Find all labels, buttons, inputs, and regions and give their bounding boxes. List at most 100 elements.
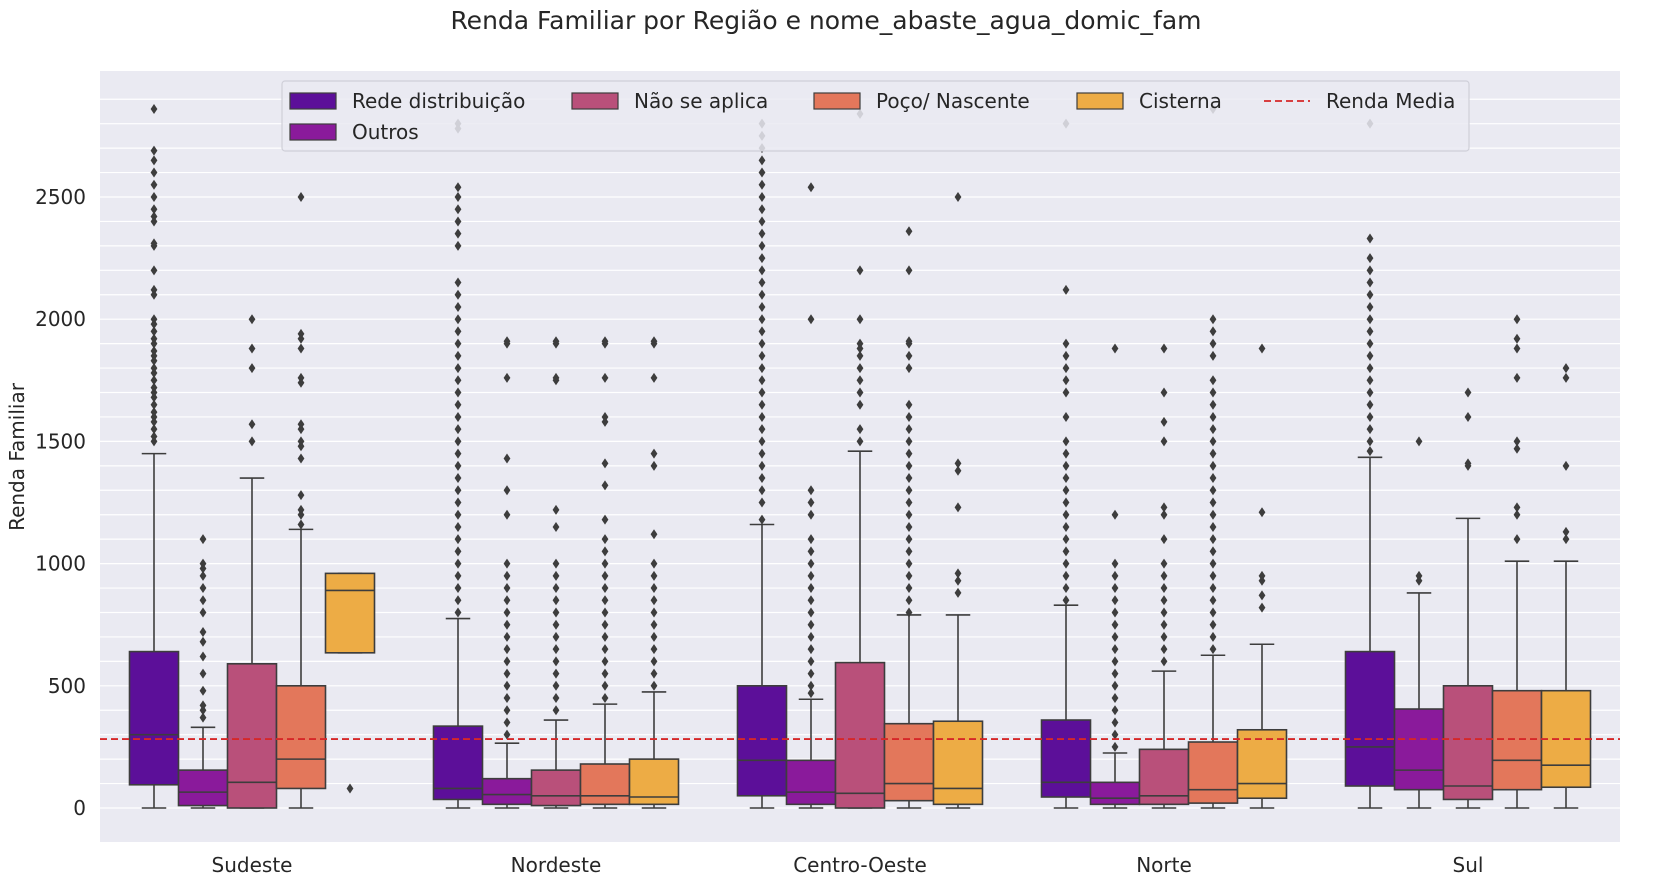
chart-title: Renda Familiar por Região e nome_abaste_… bbox=[450, 6, 1201, 35]
y-tick-label: 1000 bbox=[35, 552, 86, 576]
outlier-point bbox=[1366, 253, 1374, 264]
outlier-point bbox=[503, 607, 511, 618]
outlier-point bbox=[1062, 509, 1070, 520]
outlier-point bbox=[1209, 497, 1217, 508]
outlier-point bbox=[150, 211, 158, 222]
outlier-point bbox=[601, 656, 609, 667]
outlier-point bbox=[650, 372, 658, 383]
outlier-point bbox=[199, 636, 207, 647]
outlier-point bbox=[905, 583, 913, 594]
outlier-point bbox=[1513, 333, 1521, 344]
outlier-point bbox=[601, 336, 609, 347]
outlier-point bbox=[758, 265, 766, 276]
outlier-point bbox=[601, 546, 609, 557]
outlier-point bbox=[954, 465, 962, 476]
outlier-point bbox=[905, 570, 913, 581]
box bbox=[579, 763, 631, 806]
box-group-sul bbox=[1344, 118, 1592, 809]
outlier-point bbox=[1366, 289, 1374, 300]
outlier-point bbox=[601, 693, 609, 704]
outlier-point bbox=[1366, 277, 1374, 288]
legend-label: Poço/ Nascente bbox=[876, 89, 1030, 113]
box bbox=[481, 777, 533, 806]
outlier-point bbox=[1111, 607, 1119, 618]
outlier-point bbox=[1562, 372, 1570, 383]
outlier-point bbox=[758, 192, 766, 202]
outlier-point bbox=[248, 343, 256, 354]
outlier-point bbox=[1062, 595, 1070, 606]
outlier-point bbox=[454, 424, 462, 435]
outlier-point bbox=[758, 240, 766, 251]
outlier-point bbox=[954, 458, 962, 469]
outlier-point bbox=[552, 570, 560, 581]
outlier-point bbox=[503, 372, 511, 383]
outlier-point bbox=[807, 583, 815, 594]
outlier-point bbox=[650, 529, 658, 540]
outlier-point bbox=[1160, 509, 1168, 520]
outlier-point bbox=[150, 284, 158, 295]
outlier-point bbox=[503, 631, 511, 642]
outlier-point bbox=[1258, 602, 1266, 613]
outlier-point bbox=[1209, 619, 1217, 630]
outlier-point bbox=[1062, 570, 1070, 581]
outlier-point bbox=[248, 314, 256, 325]
outlier-point bbox=[503, 453, 511, 464]
outlier-point bbox=[1209, 558, 1217, 569]
outlier-point bbox=[1111, 570, 1119, 581]
outlier-point bbox=[552, 668, 560, 679]
outlier-point bbox=[758, 314, 766, 325]
outlier-point bbox=[199, 700, 207, 711]
outlier-point bbox=[150, 431, 158, 442]
outlier-point bbox=[552, 521, 560, 532]
outlier-point bbox=[503, 570, 511, 581]
outlier-point bbox=[454, 509, 462, 520]
outlier-point bbox=[1513, 343, 1521, 354]
outlier-point bbox=[1209, 473, 1217, 484]
outlier-point bbox=[552, 631, 560, 642]
outlier-point bbox=[954, 568, 962, 579]
outlier-point bbox=[454, 375, 462, 386]
outlier-point bbox=[454, 387, 462, 398]
outlier-point bbox=[1209, 326, 1217, 337]
outlier-point bbox=[650, 680, 658, 691]
outlier-point bbox=[503, 583, 511, 594]
outlier-point bbox=[856, 387, 864, 398]
outlier-point bbox=[905, 497, 913, 508]
outlier-point bbox=[1209, 485, 1217, 496]
outlier-point bbox=[454, 240, 462, 251]
outlier-point bbox=[454, 534, 462, 545]
outlier-point bbox=[150, 167, 158, 178]
outlier-point bbox=[1366, 363, 1374, 374]
outlier-point bbox=[1062, 284, 1070, 295]
outlier-point bbox=[454, 485, 462, 496]
outlier-point bbox=[454, 338, 462, 349]
outlier-point bbox=[150, 363, 158, 374]
outlier-point bbox=[905, 226, 913, 237]
outlier-point bbox=[905, 363, 913, 374]
outlier-point bbox=[297, 453, 305, 464]
outlier-point bbox=[1209, 644, 1217, 655]
outlier-point bbox=[1160, 416, 1168, 427]
outlier-point bbox=[905, 595, 913, 606]
outlier-point bbox=[1513, 372, 1521, 383]
box-group-centro-oeste bbox=[736, 108, 984, 809]
outlier-point bbox=[199, 651, 207, 662]
outlier-point bbox=[1209, 460, 1217, 471]
outlier-point bbox=[650, 558, 658, 569]
outlier-point bbox=[905, 436, 913, 447]
outlier-point bbox=[758, 436, 766, 447]
outlier-point bbox=[905, 265, 913, 276]
outlier-point bbox=[807, 182, 815, 193]
outlier-point bbox=[454, 607, 462, 618]
legend-item: Renda Media bbox=[1264, 89, 1455, 113]
outlier-point bbox=[1258, 343, 1266, 354]
outlier-point bbox=[454, 411, 462, 422]
outlier-point bbox=[454, 277, 462, 288]
outlier-point bbox=[1062, 375, 1070, 386]
outlier-point bbox=[905, 546, 913, 557]
box bbox=[324, 572, 376, 654]
outlier-point bbox=[856, 436, 864, 447]
outlier-point bbox=[905, 534, 913, 545]
outlier-point bbox=[1111, 644, 1119, 655]
outlier-point bbox=[1062, 497, 1070, 508]
